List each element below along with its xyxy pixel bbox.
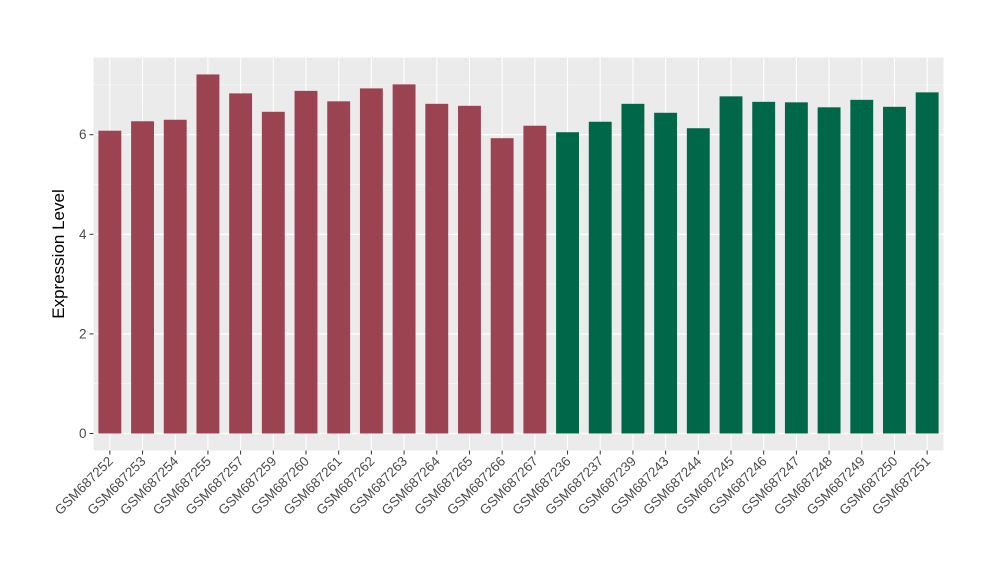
bar-GSM687245 xyxy=(719,96,743,434)
plot-panel xyxy=(93,57,944,451)
bar-GSM687239 xyxy=(621,103,645,434)
y-tick-label-6: 6 xyxy=(79,127,87,142)
bar-GSM687250 xyxy=(883,106,906,434)
bar-GSM687267 xyxy=(523,125,547,434)
bar-GSM687244 xyxy=(686,128,710,434)
bar-GSM687253 xyxy=(131,121,154,434)
bar-GSM687243 xyxy=(654,112,678,434)
bar-GSM687248 xyxy=(817,107,841,434)
bar-GSM687246 xyxy=(752,101,776,434)
bar-GSM687262 xyxy=(359,88,383,434)
bar-GSM687255 xyxy=(196,74,220,434)
bar-GSM687257 xyxy=(229,93,253,434)
bar-GSM687261 xyxy=(327,101,351,434)
bar-GSM687266 xyxy=(490,138,514,434)
bar-GSM687251 xyxy=(915,92,939,434)
bar-GSM687252 xyxy=(98,130,122,434)
bar-GSM687263 xyxy=(392,84,416,434)
bar-GSM687259 xyxy=(261,111,285,434)
bar-GSM687247 xyxy=(784,102,808,434)
bar-GSM687237 xyxy=(588,121,612,434)
y-tick-label-0: 0 xyxy=(79,426,87,441)
bar-GSM687254 xyxy=(163,119,187,434)
y-axis-title: Expression Level xyxy=(49,189,68,318)
bar-GSM687260 xyxy=(294,90,318,434)
bar-GSM687249 xyxy=(850,99,874,434)
y-tick-label-4: 4 xyxy=(79,227,87,242)
bar-GSM687264 xyxy=(425,103,449,434)
bar-GSM687236 xyxy=(556,132,579,434)
y-tick-label-2: 2 xyxy=(79,326,87,341)
chart-plot-area-group: GSM687252GSM687253GSM687254GSM687255GSM6… xyxy=(52,57,944,518)
bar-GSM687265 xyxy=(458,105,481,434)
